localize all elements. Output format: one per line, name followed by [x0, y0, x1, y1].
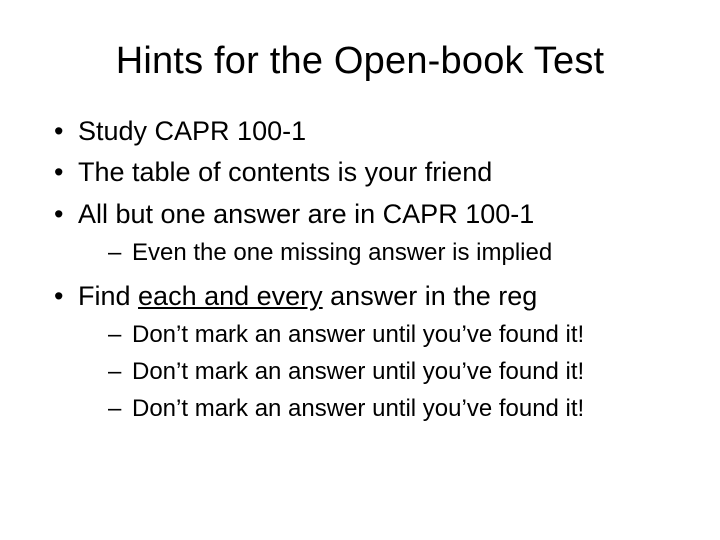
- sub-list: Even the one missing answer is implied: [78, 236, 670, 270]
- list-item-text: Study CAPR 100-1: [78, 116, 306, 146]
- list-item: Study CAPR 100-1: [50, 113, 670, 149]
- list-item-suffix: answer in the reg: [323, 281, 538, 311]
- sub-list-item-text: Don’t mark an answer until you’ve found …: [132, 358, 584, 385]
- list-item-text: The table of contents is your friend: [78, 157, 492, 187]
- sub-list-item-text: Don’t mark an answer until you’ve found …: [132, 395, 584, 422]
- sub-list-item: Don’t mark an answer until you’ve found …: [78, 318, 670, 352]
- sub-list-item-text: Don’t mark an answer until you’ve found …: [132, 321, 584, 348]
- slide: Hints for the Open-book Test Study CAPR …: [0, 0, 720, 540]
- list-item-prefix: Find: [78, 281, 138, 311]
- slide-title: Hints for the Open-book Test: [50, 40, 670, 83]
- sub-list-item-text: Even the one missing answer is implied: [132, 239, 552, 266]
- list-item: The table of contents is your friend: [50, 154, 670, 190]
- list-item: Find each and every answer in the reg Do…: [50, 278, 670, 425]
- sub-list-item: Even the one missing answer is implied: [78, 236, 670, 270]
- list-item-underlined: each and every: [138, 281, 323, 311]
- sub-list-item: Don’t mark an answer until you’ve found …: [78, 392, 670, 426]
- list-item-text: All but one answer are in CAPR 100-1: [78, 199, 534, 229]
- bullet-list: Study CAPR 100-1 The table of contents i…: [50, 113, 670, 425]
- sub-list-item: Don’t mark an answer until you’ve found …: [78, 355, 670, 389]
- sub-list: Don’t mark an answer until you’ve found …: [78, 318, 670, 425]
- list-item: All but one answer are in CAPR 100-1 Eve…: [50, 196, 670, 270]
